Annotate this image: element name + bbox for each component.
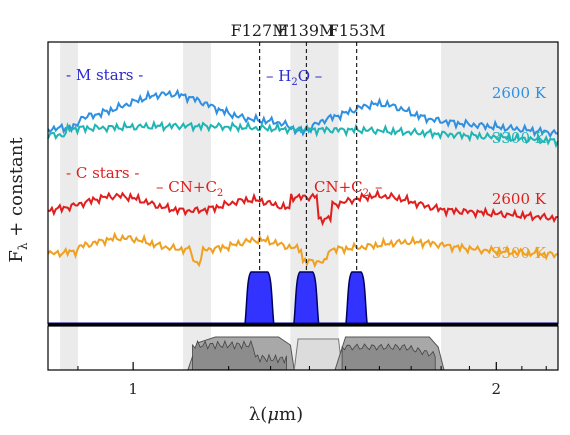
filter-profile-0 (244, 271, 275, 325)
x-tick-label-0: 1 (128, 380, 138, 398)
filter-label-f127m: F127M (231, 21, 289, 40)
spectra-lines (47, 88, 559, 269)
h2o-label-post: O – (298, 67, 323, 85)
series-label-c-3300: 3300 K (492, 244, 547, 262)
filter-profile-2 (345, 271, 368, 325)
filter-label-f139m: F139M (277, 21, 335, 40)
cn-label-right: CN+C2– (314, 178, 383, 199)
ylabel-end: + constant (6, 137, 27, 243)
series-label-m-2600: 2600 K (492, 84, 547, 102)
spectrum-line-0 (47, 88, 559, 139)
spectrum-line-2 (47, 188, 559, 227)
axes-frames (47, 41, 559, 371)
shaded-band-3 (441, 42, 558, 370)
cn-left-sub: 2 (217, 188, 223, 199)
shaded-band-1 (183, 42, 211, 370)
atmosphere-j-inner (192, 339, 287, 371)
y-axis-label: Fλ + constant (6, 137, 30, 263)
h2o-label: – H2O – (266, 67, 322, 88)
series-label-c-2600: 2600 K (492, 190, 547, 208)
spectrum-line-1 (47, 119, 559, 149)
cn-right-post: – (375, 178, 383, 196)
spectrum-line-3 (47, 231, 559, 269)
x-tick-label-1: 2 (492, 380, 502, 398)
h2o-label-sub: 2 (291, 77, 297, 88)
cn-label-left: – CN+C2 (156, 178, 223, 199)
m-stars-label: - M stars - (66, 66, 143, 84)
cn-right-pre: CN+C (314, 178, 363, 196)
ylabel-sub: λ (16, 242, 30, 250)
xlabel-end: m) (279, 404, 303, 425)
series-label-m-3300: 3300 K (492, 129, 547, 147)
xlabel-main: λ( (249, 404, 267, 425)
x-axis-label: λ(μm) (249, 404, 303, 425)
atmosphere-transmission (187, 336, 445, 371)
filter-profile-1 (293, 271, 320, 325)
cn-left-pre: – CN+C (156, 178, 217, 196)
filter-label-f153m: F153M (328, 21, 386, 40)
h2o-label-pre: – H (266, 67, 291, 85)
ylabel-main: F (6, 250, 27, 263)
atmosphere-h-inner (341, 343, 436, 371)
cn-right-sub: 2 (363, 188, 369, 199)
c-stars-label: - C stars - (66, 164, 139, 182)
xlabel-mu: μ (267, 404, 279, 425)
atmosphere-gap-band (293, 338, 343, 371)
